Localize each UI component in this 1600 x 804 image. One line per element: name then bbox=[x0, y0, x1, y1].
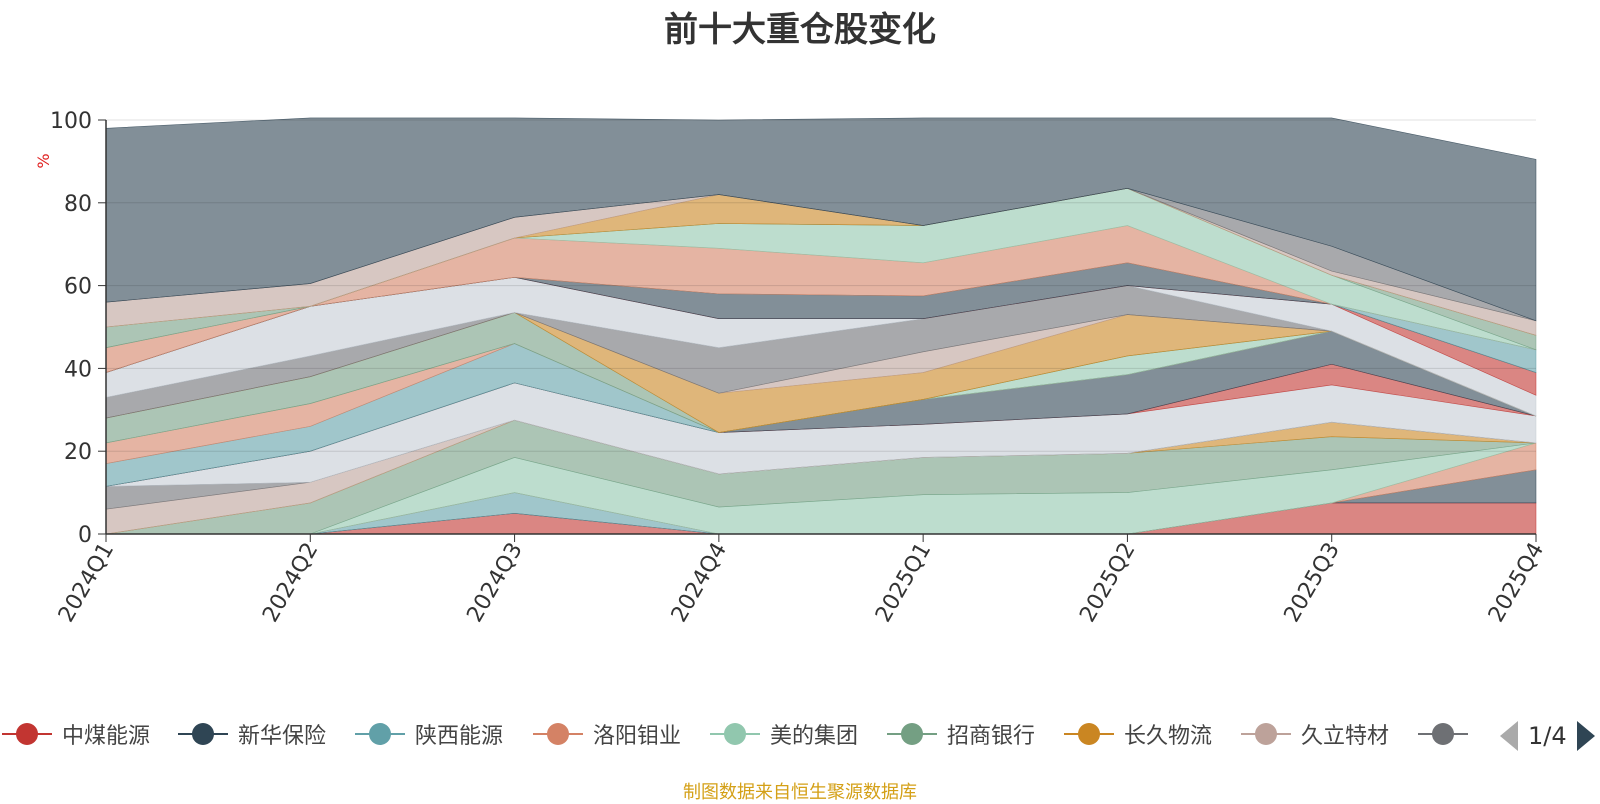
y-tick-label: 60 bbox=[64, 275, 92, 300]
x-tick-label: 2024Q4 bbox=[667, 539, 732, 627]
legend-marker-icon bbox=[1418, 719, 1468, 749]
legend-item[interactable] bbox=[1418, 714, 1468, 754]
y-tick-label: 40 bbox=[64, 357, 92, 382]
legend-item[interactable]: 中煤能源 bbox=[2, 714, 150, 754]
legend-label: 新华保险 bbox=[238, 724, 327, 749]
legend-item[interactable]: 新华保险 bbox=[178, 714, 326, 754]
gridlines bbox=[106, 119, 1536, 452]
legend-marker-icon bbox=[533, 719, 583, 749]
area-chart: 0 20 40 60 80 100 2024Q1 2024Q2 2024Q3 2024Q4 2025… bbox=[34, 109, 1549, 627]
legend-pager: 1/4 bbox=[1500, 718, 1595, 754]
legend-item[interactable]: 洛阳钼业 bbox=[533, 714, 681, 754]
area-series-29 bbox=[105, 117, 1537, 322]
legend-item[interactable]: 陕西能源 bbox=[355, 714, 503, 754]
legend-label: 中煤能源 bbox=[62, 724, 151, 749]
legend-label: 久立特材 bbox=[1301, 724, 1390, 749]
x-tick-label: 2024Q3 bbox=[462, 539, 527, 627]
area-layers bbox=[105, 117, 1537, 535]
source-note: 制图数据来自恒生聚源数据库 bbox=[683, 782, 917, 803]
prev-page-icon[interactable] bbox=[1500, 721, 1518, 751]
legend-item[interactable]: 招商银行 bbox=[887, 714, 1035, 754]
chart-title: 前十大重仓股变化 bbox=[664, 10, 936, 50]
legend-page-indicator: 1/4 bbox=[1528, 722, 1567, 750]
legend-marker-icon bbox=[1064, 719, 1114, 749]
legend-label: 长久物流 bbox=[1124, 724, 1213, 749]
legend-label: 洛阳钼业 bbox=[593, 724, 682, 749]
x-tick-label: 2025Q3 bbox=[1280, 539, 1345, 627]
y-tick-label: 20 bbox=[64, 440, 92, 465]
legend-label: 招商银行 bbox=[947, 724, 1036, 749]
legend-marker-icon bbox=[710, 719, 760, 749]
x-tick-label: 2025Q2 bbox=[1075, 539, 1140, 627]
legend-item[interactable]: 美的集团 bbox=[710, 714, 858, 754]
legend-marker-icon bbox=[1241, 719, 1291, 749]
x-tick-label: 2025Q1 bbox=[871, 539, 936, 627]
y-tick-label: 80 bbox=[64, 192, 92, 217]
legend-marker-icon bbox=[355, 719, 405, 749]
legend: 中煤能源 新华保险 陕西能源 洛阳钼业 美的集团 招商银行 长久物流 久立特材 bbox=[0, 714, 1600, 754]
legend-marker-icon bbox=[178, 719, 228, 749]
y-axis-label: % bbox=[34, 153, 53, 168]
y-tick-label: 0 bbox=[78, 523, 92, 548]
legend-label: 陕西能源 bbox=[415, 724, 504, 749]
x-tick-label: 2025Q4 bbox=[1484, 539, 1549, 627]
y-tick-label: 100 bbox=[50, 109, 92, 134]
x-tick-label: 2024Q1 bbox=[54, 539, 119, 627]
x-tick-label: 2024Q2 bbox=[258, 539, 323, 627]
legend-label: 美的集团 bbox=[770, 724, 859, 749]
legend-marker-icon bbox=[887, 719, 937, 749]
legend-marker-icon bbox=[2, 719, 52, 749]
next-page-icon[interactable] bbox=[1576, 721, 1595, 751]
legend-item[interactable]: 长久物流 bbox=[1064, 714, 1212, 754]
legend-item[interactable]: 久立特材 bbox=[1241, 714, 1389, 754]
